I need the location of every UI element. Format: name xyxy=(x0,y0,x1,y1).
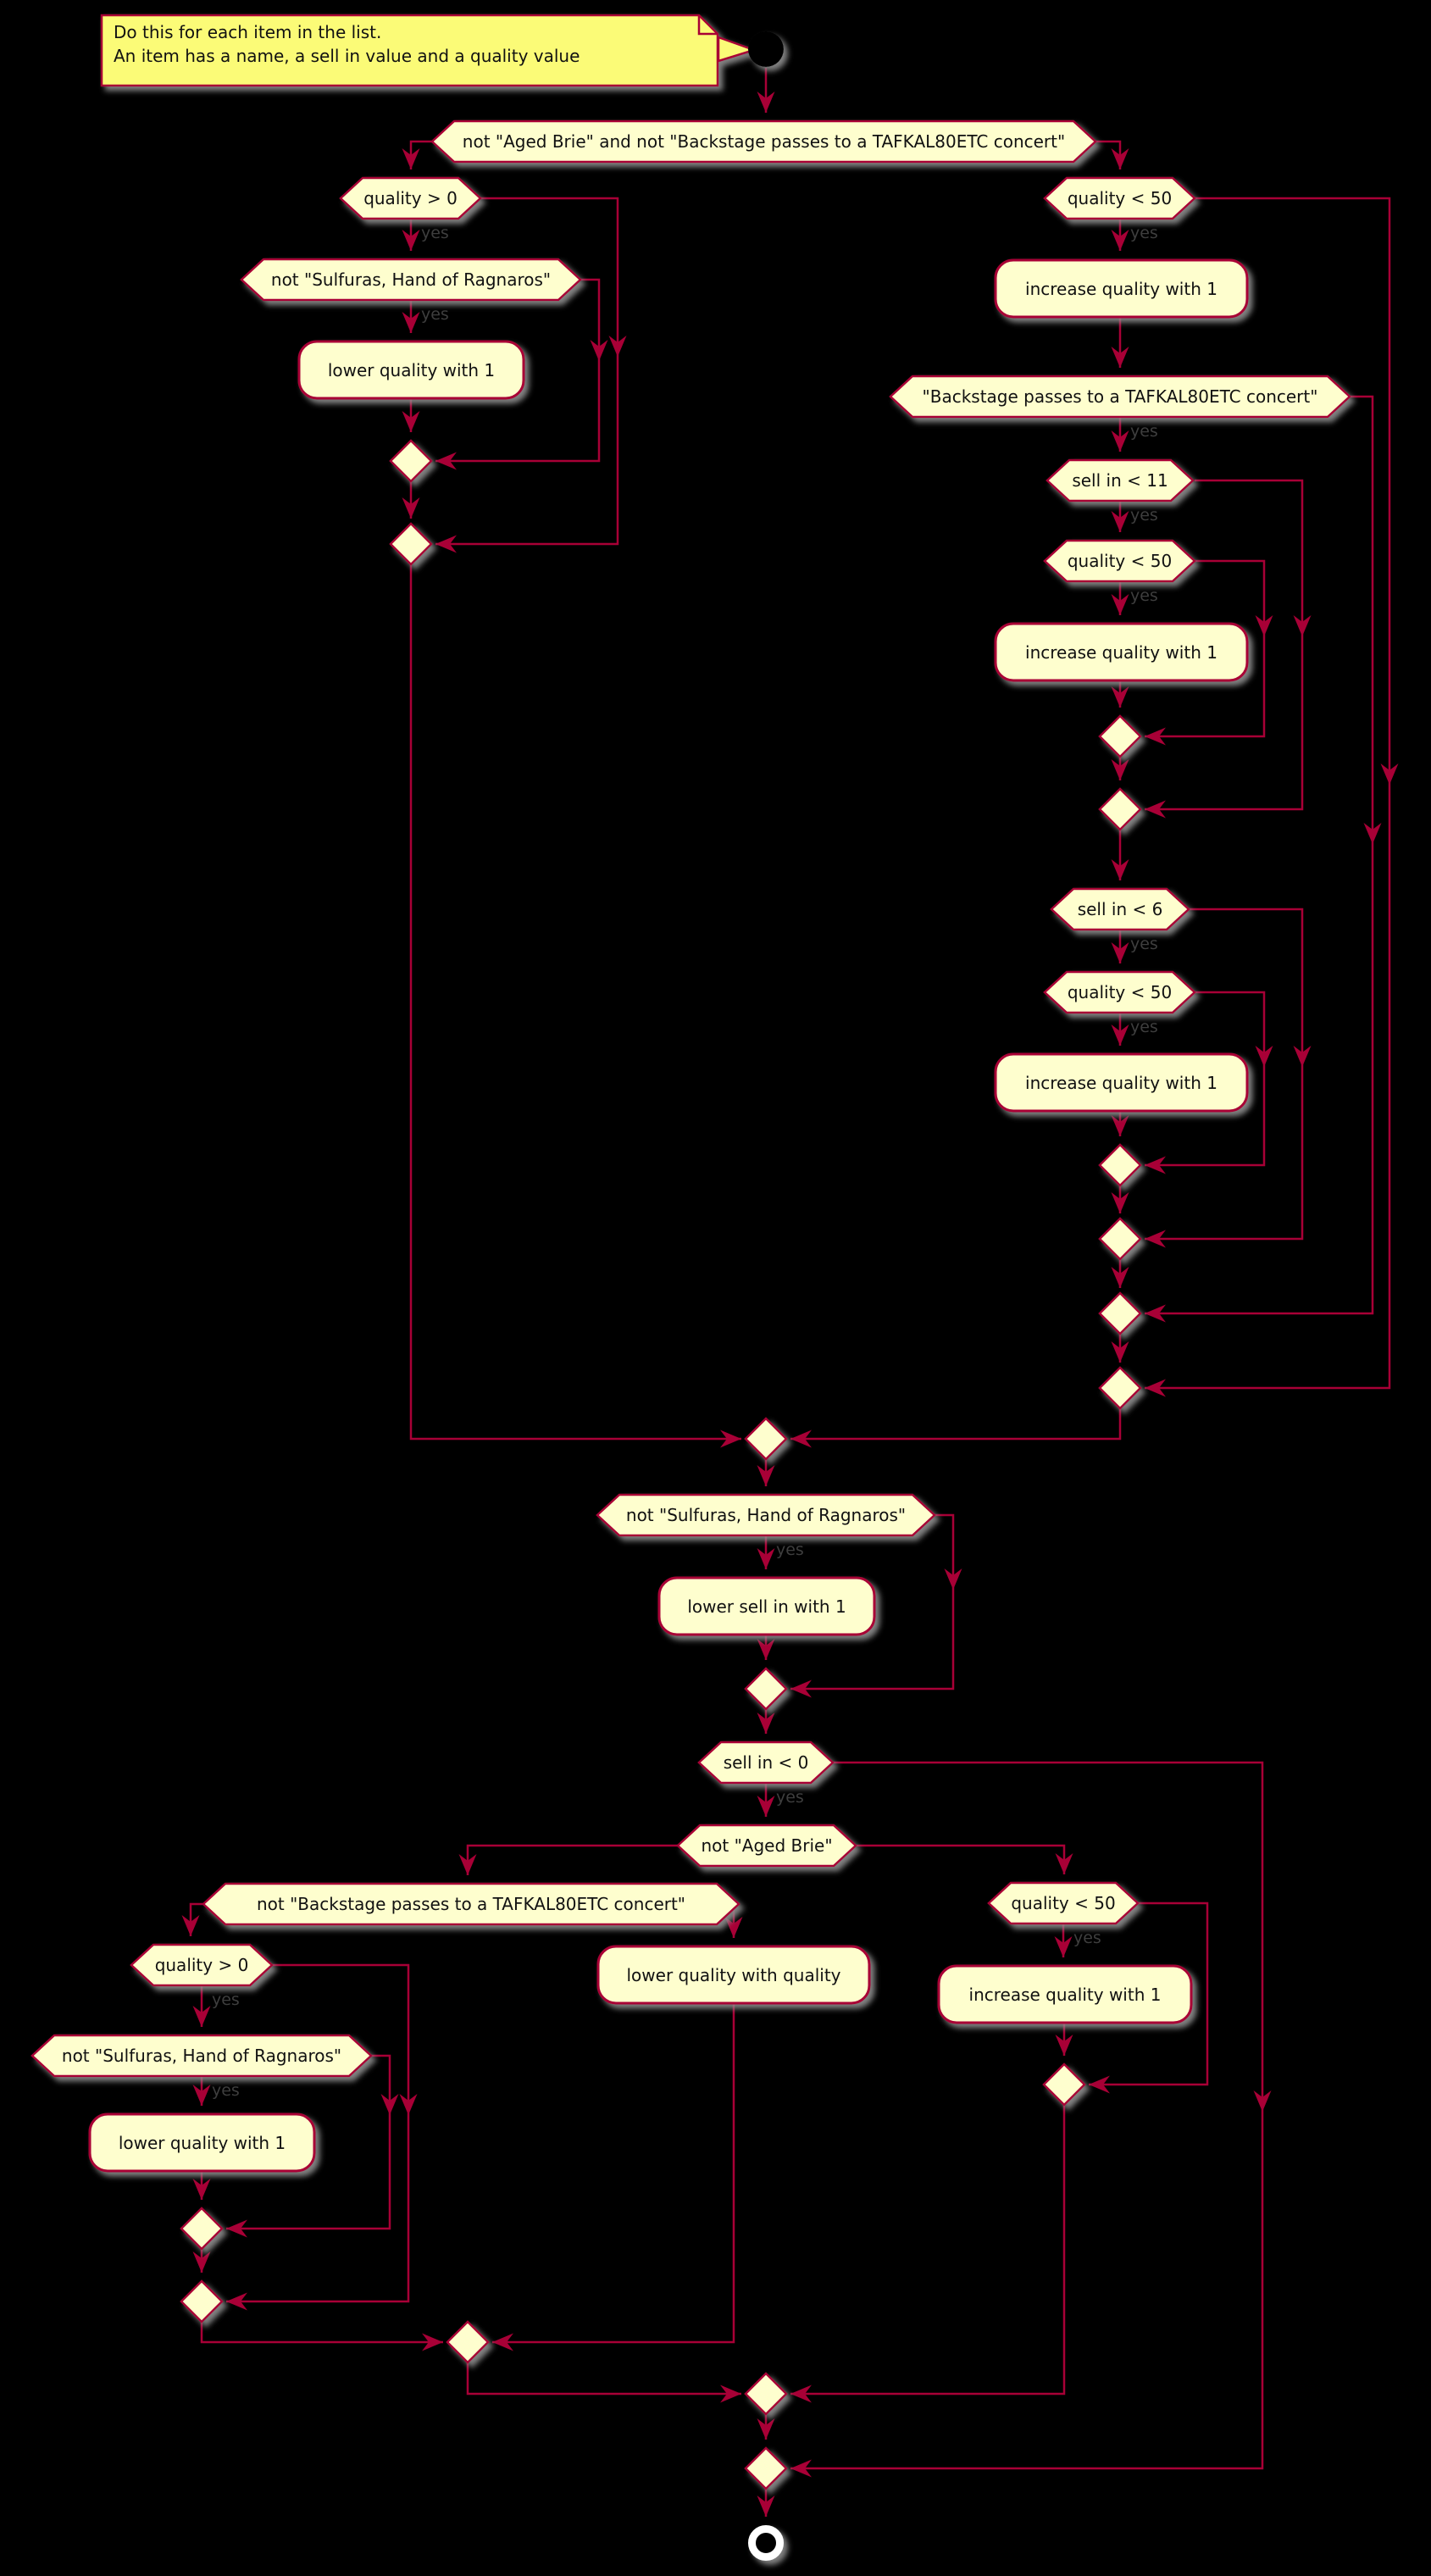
merge-diamond-j xyxy=(446,2320,490,2364)
activity-increase-quality-2 xyxy=(994,622,1249,682)
activity-increase-quality-1 xyxy=(994,258,1249,319)
merge-diamond-2 xyxy=(389,522,433,566)
activity-increase-quality-3 xyxy=(994,1052,1249,1113)
decision-quality-lt-50-2 xyxy=(1043,539,1196,583)
merge-diamond-f xyxy=(1098,1366,1142,1410)
merge-diamond-g xyxy=(180,2207,224,2251)
decision-not-sulfuras-2 xyxy=(596,1493,936,1537)
decision-not-backstage xyxy=(202,1882,740,1926)
decision-not-sulfuras-3 xyxy=(31,2034,373,2078)
flow-edges xyxy=(181,68,1399,2517)
merge-diamond-1 xyxy=(389,439,433,483)
decision-sellin-lt-6 xyxy=(1050,887,1190,931)
merge-diamond-d xyxy=(1098,1217,1142,1261)
merge-diamond-e xyxy=(1098,1291,1142,1335)
decision-quality-gt-0-2 xyxy=(130,1943,274,1987)
merge-diamond-h xyxy=(180,2279,224,2323)
merge-diamond-c xyxy=(1098,1143,1142,1187)
merge-diamond-a xyxy=(1098,714,1142,758)
merge-diamond-i xyxy=(1042,2062,1086,2107)
decision-backstage xyxy=(889,375,1351,419)
note-shape xyxy=(100,14,757,87)
activity-lower-quality-1b xyxy=(88,2112,316,2173)
start-node xyxy=(748,31,784,67)
decision-sellin-lt-0 xyxy=(697,1740,835,1785)
activity-lower-sellin xyxy=(657,1576,876,1636)
merge-diamond-sellin xyxy=(744,1667,788,1711)
decision-quality-lt-50-1 xyxy=(1043,176,1196,220)
activity-increase-quality-4 xyxy=(937,1964,1193,2024)
merge-diamond-l xyxy=(744,2446,788,2490)
end-node xyxy=(748,2525,784,2561)
decision-not-brie-not-backstage xyxy=(430,119,1097,164)
activity-lower-quality-quality xyxy=(596,1945,871,2005)
decision-sellin-lt-11 xyxy=(1046,458,1195,502)
decision-not-brie xyxy=(676,1824,857,1868)
activity-lower-quality-1a xyxy=(297,340,525,400)
decision-quality-gt-0-1 xyxy=(339,176,482,220)
merge-diamond-main xyxy=(744,1417,788,1461)
decision-not-sulfuras-1 xyxy=(240,258,582,302)
merge-diamond-k xyxy=(744,2372,788,2416)
decision-quality-lt-50-4 xyxy=(987,1881,1140,1925)
decision-quality-lt-50-3 xyxy=(1043,970,1196,1014)
merge-diamond-b xyxy=(1098,787,1142,831)
